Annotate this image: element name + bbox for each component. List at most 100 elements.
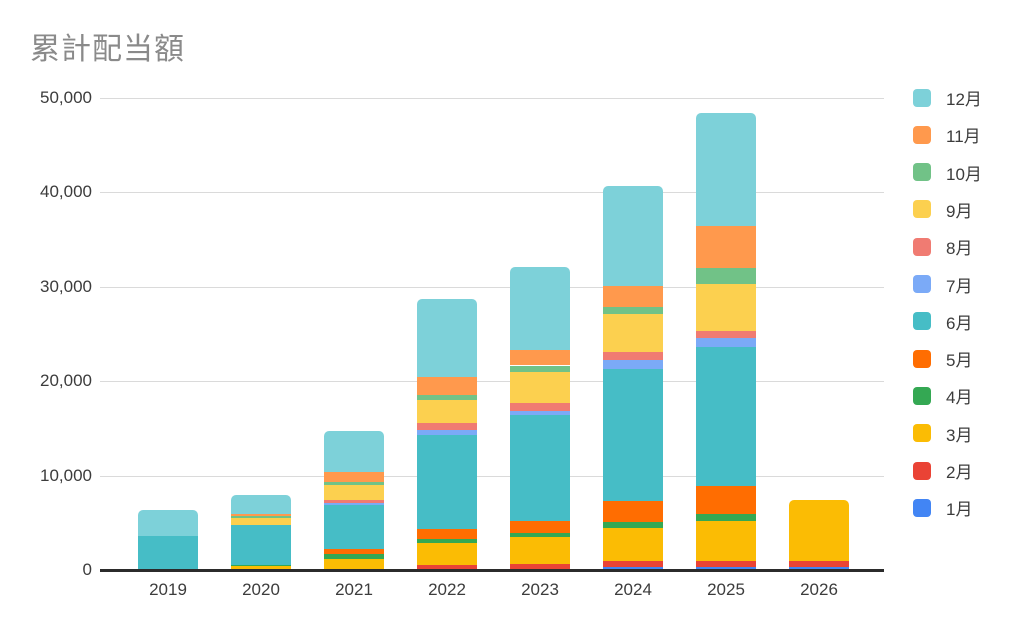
bar-segment-2024-5月	[603, 500, 663, 522]
legend-item-10月: 10月	[913, 160, 982, 185]
bar-segment-2025-7月	[696, 337, 756, 348]
bar-segment-2020-3月	[231, 566, 291, 570]
bar-segment-2025-9月	[696, 283, 756, 332]
legend-swatch-icon	[913, 275, 931, 293]
x-axis-tick-label: 2020	[242, 580, 280, 599]
legend-swatch-icon	[913, 424, 931, 443]
bar-segment-2025-2月	[696, 560, 756, 567]
legend-swatch-icon	[913, 349, 931, 368]
bar-segment-2021-12月	[324, 430, 384, 473]
bar-segment-2024-4月	[603, 521, 663, 528]
legend-label: 7月	[946, 276, 973, 296]
legend-label: 1月	[946, 500, 973, 520]
legend-item-2月: 2月	[913, 458, 972, 483]
gridline	[100, 286, 884, 288]
bar-segment-2023-10月	[510, 365, 570, 373]
bar-segment-2026-3月	[789, 500, 849, 562]
legend-item-4月: 4月	[913, 383, 972, 408]
x-axis-tick-label: 2022	[428, 580, 466, 599]
legend-label: 8月	[946, 239, 973, 259]
bar-segment-2023-5月	[510, 520, 570, 534]
bar-segment-2024-2月	[603, 560, 663, 567]
bar-segment-2022-12月	[417, 298, 477, 377]
legend-item-3月: 3月	[913, 421, 972, 446]
gridline	[100, 475, 884, 477]
legend-item-8月: 8月	[913, 234, 972, 259]
bar-segment-2026-2月	[789, 561, 849, 567]
legend-label: 9月	[946, 201, 973, 221]
y-axis-tick-label: 50,000	[40, 87, 92, 107]
bar-segment-2020-9月	[231, 517, 291, 526]
legend-item-12月: 12月	[913, 85, 982, 110]
bar-segment-2025-5月	[696, 485, 756, 515]
bar-segment-2021-6月	[324, 504, 384, 550]
legend-label: 11月	[946, 127, 981, 147]
bar-segment-2022-10月	[417, 394, 477, 401]
bar-segment-2023-4月	[510, 533, 570, 537]
bar-segment-2023-7月	[510, 410, 570, 415]
bar-segment-2021-7月	[324, 503, 384, 505]
legend-swatch-icon	[913, 125, 931, 144]
x-axis-line	[100, 568, 884, 572]
bar-segment-2025-10月	[696, 267, 756, 284]
bar-segment-2021-8月	[324, 499, 384, 504]
bar-segment-2024-3月	[603, 527, 663, 561]
bar-segment-2024-8月	[603, 351, 663, 361]
bar-segment-2023-2月	[510, 564, 570, 570]
legend-item-6月: 6月	[913, 309, 972, 334]
bar-segment-2023-3月	[510, 536, 570, 565]
legend-swatch-icon	[913, 237, 931, 256]
legend-swatch-icon	[913, 163, 931, 182]
legend-swatch-icon	[913, 88, 931, 107]
x-axis-tick-label: 2024	[614, 580, 652, 599]
bar-segment-2022-4月	[417, 539, 477, 544]
bar-segment-2021-9月	[324, 484, 384, 500]
x-axis-tick-label: 2025	[707, 580, 745, 599]
bar-segment-2025-11月	[696, 225, 756, 268]
gridline	[100, 97, 884, 99]
legend-item-1月: 1月	[913, 495, 972, 520]
bar-segment-2025-6月	[696, 347, 756, 486]
bar-segment-2022-8月	[417, 423, 477, 430]
legend-label: 10月	[946, 164, 982, 184]
x-axis-tick-label: 2023	[521, 580, 559, 599]
legend-swatch-icon	[913, 200, 931, 219]
y-axis-tick-label: 30,000	[40, 276, 92, 296]
gridline	[100, 192, 884, 193]
x-axis-tick-label: 2019	[149, 580, 187, 599]
bar-segment-2023-9月	[510, 372, 570, 404]
legend-swatch-icon	[913, 312, 931, 331]
bar-segment-2021-4月	[324, 554, 384, 560]
bar-segment-2024-7月	[603, 360, 663, 369]
legend-label: 4月	[946, 388, 973, 408]
bar-segment-2023-8月	[510, 403, 570, 411]
bar-segment-2022-11月	[417, 376, 477, 395]
bar-segment-2025-4月	[696, 514, 756, 521]
legend-item-11月: 11月	[913, 122, 981, 147]
bar-segment-2019-6月	[138, 536, 198, 570]
bar-segment-2023-12月	[510, 267, 570, 351]
x-axis-tick-label: 2026	[800, 580, 838, 599]
bar-segment-2020-11月	[231, 513, 291, 517]
bar-segment-2020-4月	[231, 564, 291, 567]
legend-item-5月: 5月	[913, 346, 972, 371]
y-axis-tick-label: 0	[82, 560, 92, 579]
bar-segment-2020-10月	[231, 516, 291, 518]
y-axis-tick-label: 10,000	[40, 465, 92, 485]
gridline	[100, 381, 884, 382]
bar-segment-2021-5月	[324, 549, 384, 555]
bar-segment-2022-9月	[417, 400, 477, 424]
bar-segment-2023-11月	[510, 350, 570, 366]
bar-segment-2020-12月	[231, 495, 291, 514]
bar-segment-2021-11月	[324, 472, 384, 482]
bar-segment-2024-6月	[603, 368, 663, 501]
legend-swatch-icon	[913, 386, 931, 405]
legend-item-9月: 9月	[913, 197, 972, 222]
bar-segment-2024-10月	[603, 306, 663, 315]
bar-segment-2022-5月	[417, 529, 477, 540]
legend-swatch-icon	[913, 498, 931, 517]
bar-segment-2022-7月	[417, 429, 477, 435]
bar-segment-2025-1月	[696, 566, 756, 570]
bar-segment-2020-6月	[231, 525, 291, 565]
legend-label: 3月	[946, 425, 973, 445]
